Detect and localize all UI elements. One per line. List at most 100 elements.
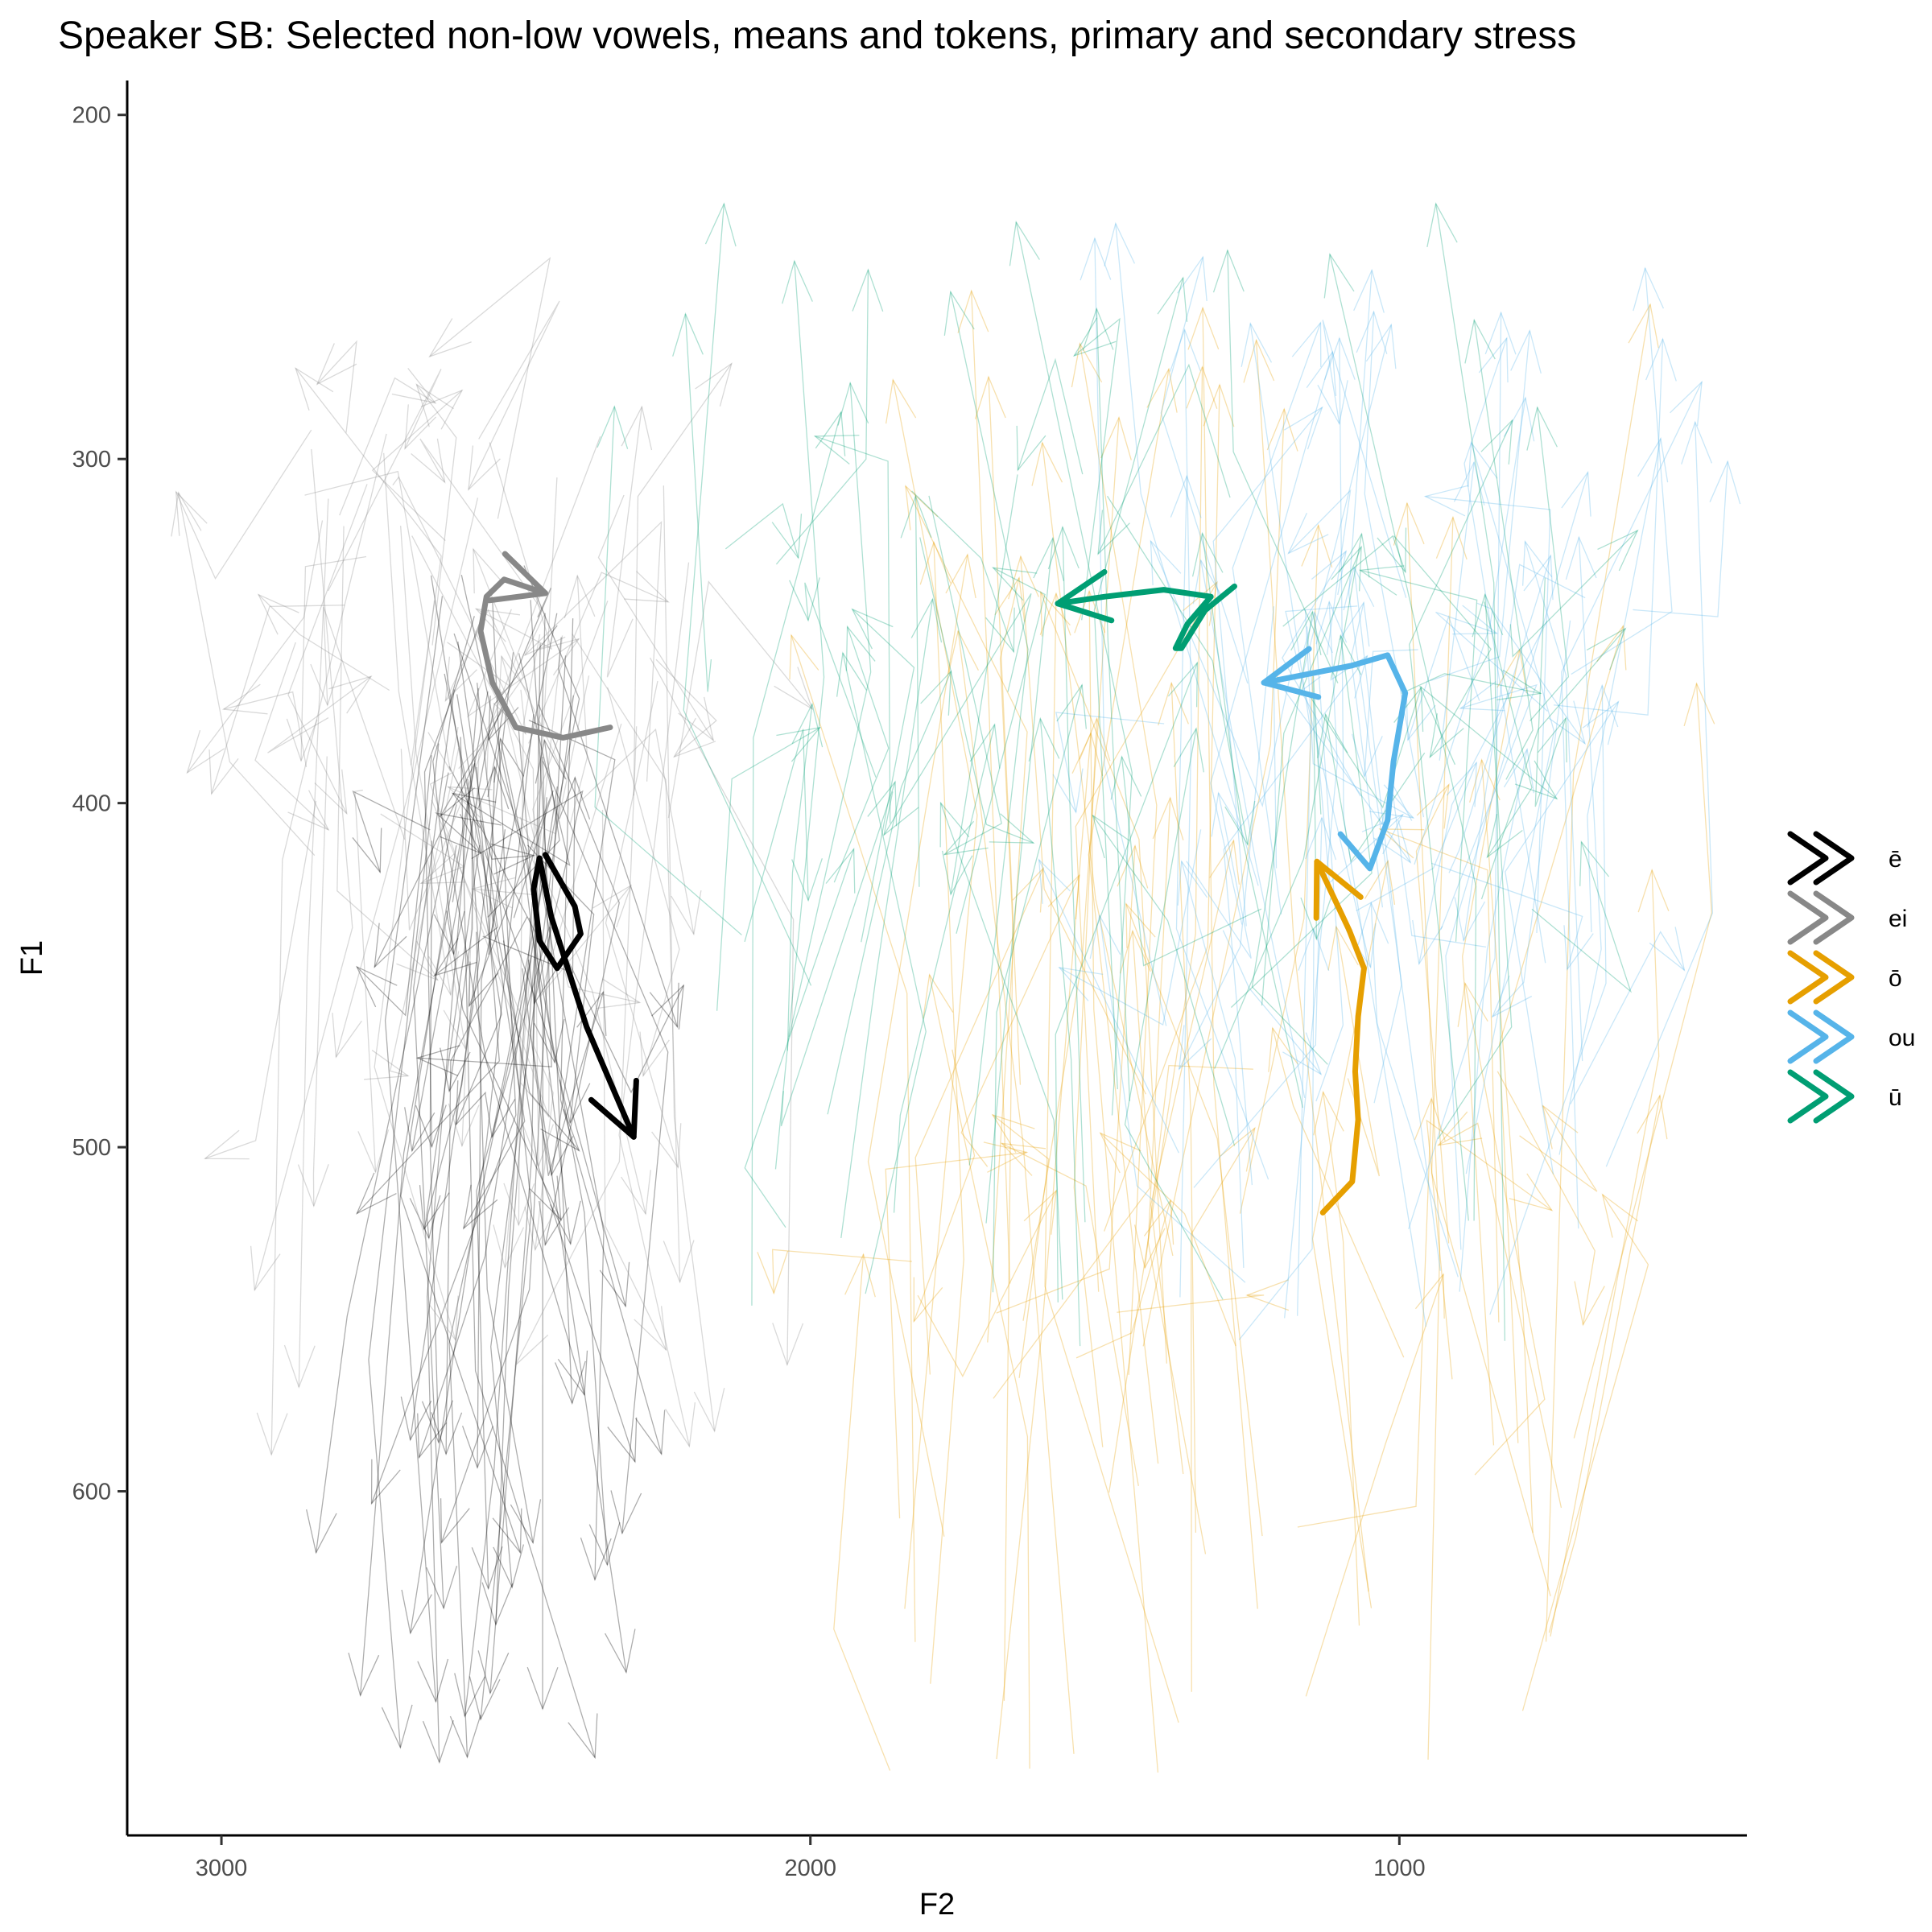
token-arrowhead <box>1052 768 1084 814</box>
y-axis-label: F1 <box>15 940 49 976</box>
token-trajectory <box>1073 718 1104 1447</box>
token-trajectory <box>389 747 460 1077</box>
token-trajectory <box>445 916 528 1455</box>
token-arrowhead <box>1472 592 1504 638</box>
token-arrowhead <box>468 445 501 491</box>
token-trajectory <box>1322 1092 1360 1626</box>
token-trajectory <box>667 580 813 819</box>
token-arrowhead <box>883 791 919 836</box>
token-arrowhead <box>1628 303 1659 349</box>
token-arrowhead <box>1192 559 1224 605</box>
token-arrowhead <box>1330 634 1362 679</box>
token-arrowhead <box>1491 975 1533 1018</box>
token-arrowhead <box>1305 815 1337 861</box>
token-trajectory <box>400 735 489 931</box>
token-trajectory <box>440 813 585 1395</box>
x-tick-label: 3000 <box>196 1856 248 1881</box>
token-arrowhead <box>498 654 529 701</box>
token-trajectory <box>950 291 1029 1166</box>
token-trajectory <box>788 382 872 1037</box>
token-arrowhead <box>836 651 867 697</box>
token-trajectory <box>1214 534 1363 1069</box>
legend-item: ū <box>1787 1069 1902 1124</box>
token-arrowhead <box>419 1185 450 1231</box>
token-arrowhead <box>297 1164 329 1208</box>
token-trajectory <box>1348 270 1441 1271</box>
token-trajectory <box>368 743 440 1748</box>
token-trajectory <box>842 652 927 1294</box>
token-arrowhead <box>1637 868 1670 913</box>
token-trajectory <box>432 616 475 955</box>
legend-label: ū <box>1889 1084 1902 1111</box>
token-trajectory <box>1212 407 1323 927</box>
token-trajectory <box>1419 685 1558 799</box>
token-arrowhead <box>1245 1279 1290 1311</box>
token-trajectory <box>1117 1294 1265 1313</box>
token-trajectory <box>1108 366 1203 1493</box>
token-trajectory <box>1261 547 1362 1006</box>
token-trajectory <box>1492 620 1571 1018</box>
token-arrowhead <box>1587 683 1619 728</box>
token-arrowhead <box>1412 919 1443 966</box>
token-arrowhead <box>1514 760 1558 800</box>
token-arrowhead <box>370 1459 401 1505</box>
token-trajectory <box>993 931 1150 1399</box>
token-trajectory <box>429 840 440 1443</box>
token-arrowhead <box>774 667 814 710</box>
token-arrowhead <box>203 1129 250 1160</box>
token-arrowhead <box>1177 255 1208 302</box>
token-trajectory <box>371 390 463 542</box>
token-trajectory <box>1545 304 1651 1642</box>
token-arrowhead <box>415 383 454 427</box>
token-arrowhead <box>1339 532 1370 578</box>
token-arrowhead <box>1183 580 1218 626</box>
token-arrowhead <box>533 1018 565 1064</box>
token-trajectory <box>928 974 1030 1769</box>
token-trajectory <box>607 687 680 1076</box>
token-arrowhead <box>1110 755 1142 800</box>
token-trajectory <box>429 772 550 1117</box>
token-arrowhead <box>564 574 596 619</box>
token-trajectory <box>1459 749 1528 1292</box>
token-trajectory <box>1480 628 1626 900</box>
token-arrowhead <box>1327 925 1359 971</box>
token-arrowhead <box>1071 342 1103 388</box>
mean-trajectory-line <box>530 852 637 1140</box>
token-arrowhead <box>1016 425 1046 472</box>
token-group-0 <box>306 565 685 1765</box>
token-trajectory <box>791 634 916 1642</box>
token-arrowhead <box>1637 436 1669 483</box>
token-arrowhead <box>444 656 477 703</box>
token-trajectory <box>1418 620 1548 964</box>
token-arrowhead <box>1521 539 1553 586</box>
token-arrowhead <box>381 1704 413 1749</box>
token-trajectory <box>1489 685 1607 1315</box>
token-arrowhead <box>421 1400 453 1444</box>
token-trajectory <box>477 683 533 1719</box>
token-trajectory <box>605 680 679 1168</box>
token-arrowhead <box>1056 683 1087 729</box>
token-arrowhead <box>920 670 952 716</box>
token-arrowhead <box>400 1396 432 1442</box>
mean-trajectory-line <box>1055 583 1237 651</box>
token-trajectory <box>488 588 551 741</box>
token-trajectory <box>267 675 372 753</box>
token-arrowhead <box>923 972 954 1019</box>
token-arrowhead <box>913 1277 943 1323</box>
token-arrowhead <box>974 375 1006 419</box>
token-arrowhead <box>1191 531 1224 577</box>
token-trajectory <box>996 845 1136 1314</box>
token-trajectory <box>471 790 584 1004</box>
token-trajectory <box>992 1114 1050 1378</box>
token-trajectory <box>484 850 626 1307</box>
token-arrowhead <box>419 853 466 884</box>
x-axis-ticks: 3000 2000 1000 <box>196 1835 1426 1881</box>
token-arrowhead <box>782 259 813 304</box>
legend-label: ē <box>1889 846 1902 873</box>
token-arrowhead <box>417 1413 448 1459</box>
token-arrowhead <box>1596 624 1627 671</box>
token-arrowhead <box>989 813 1035 844</box>
token-arrowhead <box>1133 1224 1166 1269</box>
token-trajectory <box>914 496 920 887</box>
token-trajectory <box>444 673 580 1151</box>
